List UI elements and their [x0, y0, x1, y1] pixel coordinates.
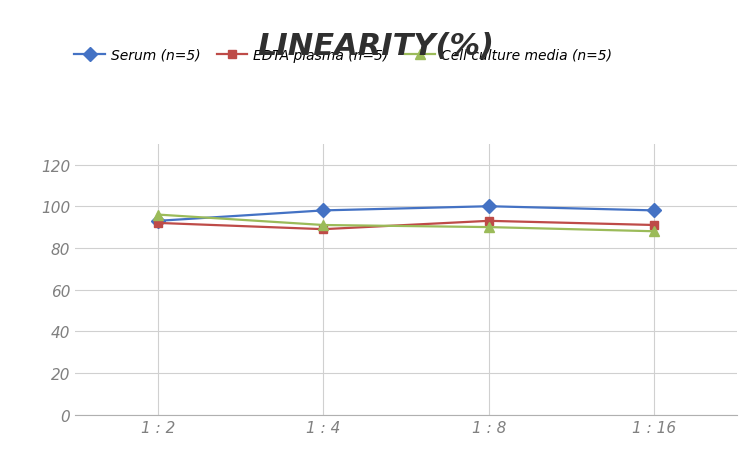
- Cell culture media (n=5): [319, 223, 328, 228]
- EDTA plasma (n=5): [484, 219, 493, 224]
- Cell culture media (n=5): [153, 212, 162, 218]
- Serum (n=5): [153, 219, 162, 224]
- Serum (n=5): [319, 208, 328, 214]
- Cell culture media (n=5): [650, 229, 659, 235]
- EDTA plasma (n=5): [153, 221, 162, 226]
- Line: EDTA plasma (n=5): EDTA plasma (n=5): [153, 217, 659, 234]
- EDTA plasma (n=5): [319, 227, 328, 232]
- Line: Serum (n=5): Serum (n=5): [153, 202, 659, 226]
- Serum (n=5): [484, 204, 493, 209]
- Cell culture media (n=5): [484, 225, 493, 230]
- Serum (n=5): [650, 208, 659, 214]
- EDTA plasma (n=5): [650, 223, 659, 228]
- Line: Cell culture media (n=5): Cell culture media (n=5): [153, 210, 659, 237]
- Text: LINEARITY(%): LINEARITY(%): [257, 32, 495, 60]
- Legend: Serum (n=5), EDTA plasma (n=5), Cell culture media (n=5): Serum (n=5), EDTA plasma (n=5), Cell cul…: [69, 43, 617, 68]
